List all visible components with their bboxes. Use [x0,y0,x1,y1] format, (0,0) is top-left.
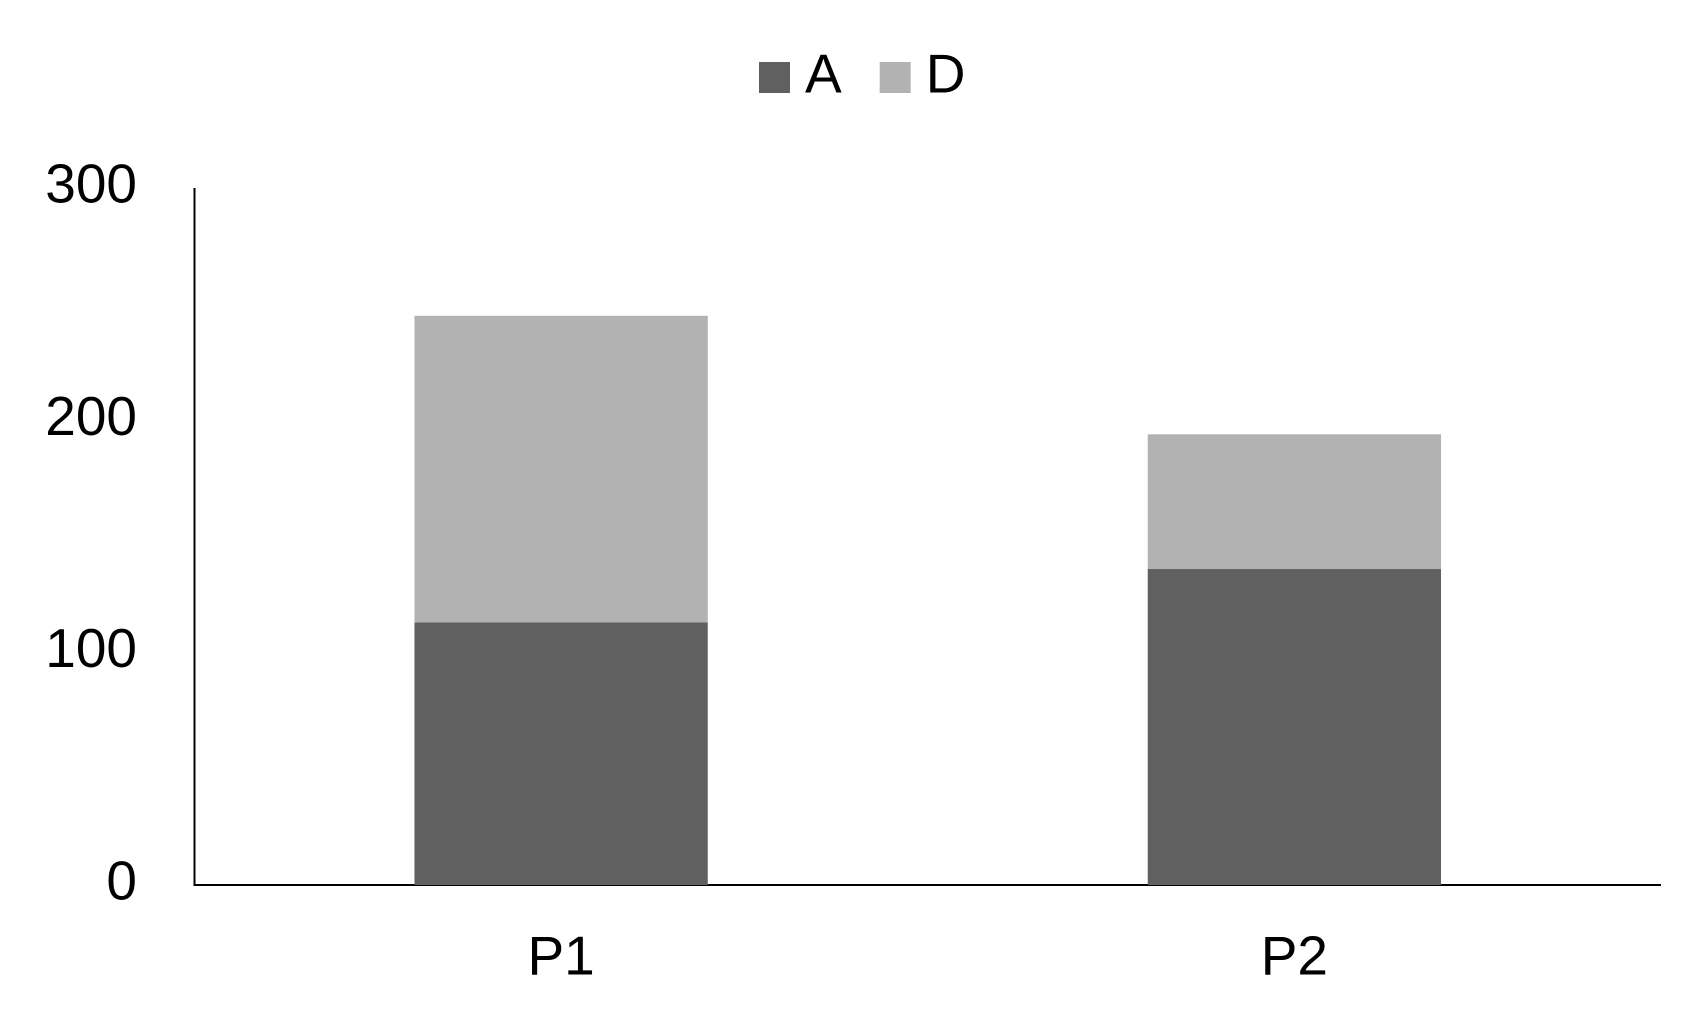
bar [1147,434,1442,570]
legend-swatch [759,62,790,93]
y-tick-label: 200 [45,385,137,447]
legend-swatch [879,62,911,93]
y-tick-label: 300 [45,153,137,215]
x-tick-label: P2 [1261,925,1328,987]
bar [414,622,708,885]
legend-label: D [926,43,966,105]
y-tick-label: 100 [45,617,137,679]
legend-label: A [805,43,842,105]
bar [1147,569,1442,885]
y-tick-label: 0 [106,850,137,912]
bar [414,315,708,623]
x-tick-label: P1 [527,925,594,987]
